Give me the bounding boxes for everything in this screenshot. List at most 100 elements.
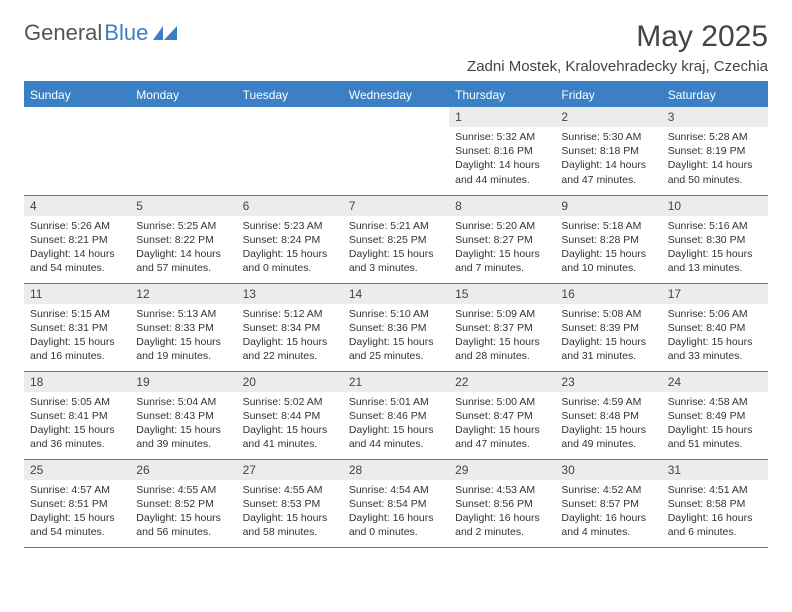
header: GeneralBlue May 2025 Zadni Mostek, Kralo… bbox=[24, 20, 768, 75]
daylight-line: Daylight: 15 hours and 56 minutes. bbox=[136, 511, 230, 539]
daylight-line: Daylight: 16 hours and 6 minutes. bbox=[668, 511, 762, 539]
calendar-day-cell: 22Sunrise: 5:00 AMSunset: 8:47 PMDayligh… bbox=[449, 371, 555, 459]
day-number: 17 bbox=[662, 284, 768, 304]
daylight-line: Daylight: 14 hours and 47 minutes. bbox=[561, 158, 655, 186]
day-details: Sunrise: 4:55 AMSunset: 8:52 PMDaylight:… bbox=[130, 480, 236, 544]
calendar-day-cell: 3Sunrise: 5:28 AMSunset: 8:19 PMDaylight… bbox=[662, 107, 768, 195]
sunrise-line: Sunrise: 5:32 AM bbox=[455, 130, 549, 144]
day-details: Sunrise: 5:16 AMSunset: 8:30 PMDaylight:… bbox=[662, 216, 768, 280]
day-details: Sunrise: 4:54 AMSunset: 8:54 PMDaylight:… bbox=[343, 480, 449, 544]
day-details: Sunrise: 5:15 AMSunset: 8:31 PMDaylight:… bbox=[24, 304, 130, 368]
sunrise-line: Sunrise: 5:15 AM bbox=[30, 307, 124, 321]
calendar-day-cell: 4Sunrise: 5:26 AMSunset: 8:21 PMDaylight… bbox=[24, 195, 130, 283]
sunset-line: Sunset: 8:41 PM bbox=[30, 409, 124, 423]
day-details: Sunrise: 5:28 AMSunset: 8:19 PMDaylight:… bbox=[662, 127, 768, 191]
calendar-day-cell: 2Sunrise: 5:30 AMSunset: 8:18 PMDaylight… bbox=[555, 107, 661, 195]
calendar-day-cell: 16Sunrise: 5:08 AMSunset: 8:39 PMDayligh… bbox=[555, 283, 661, 371]
day-details: Sunrise: 4:55 AMSunset: 8:53 PMDaylight:… bbox=[237, 480, 343, 544]
weekday-header-row: Sunday Monday Tuesday Wednesday Thursday… bbox=[24, 83, 768, 107]
sunrise-line: Sunrise: 4:53 AM bbox=[455, 483, 549, 497]
day-details: Sunrise: 5:00 AMSunset: 8:47 PMDaylight:… bbox=[449, 392, 555, 456]
day-details: Sunrise: 5:01 AMSunset: 8:46 PMDaylight:… bbox=[343, 392, 449, 456]
sunset-line: Sunset: 8:16 PM bbox=[455, 144, 549, 158]
sunrise-line: Sunrise: 4:52 AM bbox=[561, 483, 655, 497]
calendar-day-cell: 5Sunrise: 5:25 AMSunset: 8:22 PMDaylight… bbox=[130, 195, 236, 283]
day-number: 30 bbox=[555, 460, 661, 480]
sunset-line: Sunset: 8:54 PM bbox=[349, 497, 443, 511]
sunrise-line: Sunrise: 5:23 AM bbox=[243, 219, 337, 233]
day-number: 12 bbox=[130, 284, 236, 304]
day-details: Sunrise: 5:25 AMSunset: 8:22 PMDaylight:… bbox=[130, 216, 236, 280]
calendar-day-cell: 25Sunrise: 4:57 AMSunset: 8:51 PMDayligh… bbox=[24, 459, 130, 547]
day-number: 18 bbox=[24, 372, 130, 392]
sunrise-line: Sunrise: 4:57 AM bbox=[30, 483, 124, 497]
day-details: Sunrise: 4:53 AMSunset: 8:56 PMDaylight:… bbox=[449, 480, 555, 544]
calendar-day-cell: 17Sunrise: 5:06 AMSunset: 8:40 PMDayligh… bbox=[662, 283, 768, 371]
day-details: Sunrise: 5:09 AMSunset: 8:37 PMDaylight:… bbox=[449, 304, 555, 368]
sunrise-line: Sunrise: 5:01 AM bbox=[349, 395, 443, 409]
daylight-line: Daylight: 14 hours and 50 minutes. bbox=[668, 158, 762, 186]
calendar-week-row: 11Sunrise: 5:15 AMSunset: 8:31 PMDayligh… bbox=[24, 283, 768, 371]
sunset-line: Sunset: 8:28 PM bbox=[561, 233, 655, 247]
calendar-week-row: 25Sunrise: 4:57 AMSunset: 8:51 PMDayligh… bbox=[24, 459, 768, 547]
logo-text-2: Blue bbox=[104, 20, 148, 46]
calendar-day-cell: 7Sunrise: 5:21 AMSunset: 8:25 PMDaylight… bbox=[343, 195, 449, 283]
sunset-line: Sunset: 8:27 PM bbox=[455, 233, 549, 247]
calendar-table: Sunday Monday Tuesday Wednesday Thursday… bbox=[24, 83, 768, 548]
title-block: May 2025 Zadni Mostek, Kralovehradecky k… bbox=[467, 20, 768, 75]
sunset-line: Sunset: 8:22 PM bbox=[136, 233, 230, 247]
sunrise-line: Sunrise: 5:08 AM bbox=[561, 307, 655, 321]
day-number: 16 bbox=[555, 284, 661, 304]
sunset-line: Sunset: 8:52 PM bbox=[136, 497, 230, 511]
daylight-line: Daylight: 15 hours and 41 minutes. bbox=[243, 423, 337, 451]
calendar-week-row: 4Sunrise: 5:26 AMSunset: 8:21 PMDaylight… bbox=[24, 195, 768, 283]
day-number: 28 bbox=[343, 460, 449, 480]
calendar-day-cell bbox=[24, 107, 130, 195]
calendar-day-cell: 12Sunrise: 5:13 AMSunset: 8:33 PMDayligh… bbox=[130, 283, 236, 371]
day-number: 14 bbox=[343, 284, 449, 304]
daylight-line: Daylight: 16 hours and 4 minutes. bbox=[561, 511, 655, 539]
sunrise-line: Sunrise: 5:26 AM bbox=[30, 219, 124, 233]
day-number: 15 bbox=[449, 284, 555, 304]
daylight-line: Daylight: 14 hours and 54 minutes. bbox=[30, 247, 124, 275]
daylight-line: Daylight: 15 hours and 58 minutes. bbox=[243, 511, 337, 539]
logo-icon bbox=[153, 24, 179, 42]
day-details: Sunrise: 4:52 AMSunset: 8:57 PMDaylight:… bbox=[555, 480, 661, 544]
calendar-day-cell: 20Sunrise: 5:02 AMSunset: 8:44 PMDayligh… bbox=[237, 371, 343, 459]
sunrise-line: Sunrise: 5:20 AM bbox=[455, 219, 549, 233]
day-details: Sunrise: 5:13 AMSunset: 8:33 PMDaylight:… bbox=[130, 304, 236, 368]
calendar-day-cell: 29Sunrise: 4:53 AMSunset: 8:56 PMDayligh… bbox=[449, 459, 555, 547]
day-number: 4 bbox=[24, 196, 130, 216]
sunset-line: Sunset: 8:39 PM bbox=[561, 321, 655, 335]
day-details: Sunrise: 5:05 AMSunset: 8:41 PMDaylight:… bbox=[24, 392, 130, 456]
calendar-day-cell: 11Sunrise: 5:15 AMSunset: 8:31 PMDayligh… bbox=[24, 283, 130, 371]
day-number: 22 bbox=[449, 372, 555, 392]
day-number: 31 bbox=[662, 460, 768, 480]
weekday-header: Monday bbox=[130, 83, 236, 107]
day-number: 13 bbox=[237, 284, 343, 304]
calendar-day-cell: 9Sunrise: 5:18 AMSunset: 8:28 PMDaylight… bbox=[555, 195, 661, 283]
daylight-line: Daylight: 15 hours and 10 minutes. bbox=[561, 247, 655, 275]
daylight-line: Daylight: 15 hours and 54 minutes. bbox=[30, 511, 124, 539]
day-number: 24 bbox=[662, 372, 768, 392]
weekday-header: Sunday bbox=[24, 83, 130, 107]
calendar-day-cell: 6Sunrise: 5:23 AMSunset: 8:24 PMDaylight… bbox=[237, 195, 343, 283]
day-number: 19 bbox=[130, 372, 236, 392]
day-number: 20 bbox=[237, 372, 343, 392]
day-details: Sunrise: 4:57 AMSunset: 8:51 PMDaylight:… bbox=[24, 480, 130, 544]
daylight-line: Daylight: 15 hours and 47 minutes. bbox=[455, 423, 549, 451]
sunset-line: Sunset: 8:18 PM bbox=[561, 144, 655, 158]
daylight-line: Daylight: 14 hours and 44 minutes. bbox=[455, 158, 549, 186]
calendar-day-cell: 30Sunrise: 4:52 AMSunset: 8:57 PMDayligh… bbox=[555, 459, 661, 547]
sunrise-line: Sunrise: 5:18 AM bbox=[561, 219, 655, 233]
weekday-header: Friday bbox=[555, 83, 661, 107]
sunrise-line: Sunrise: 5:12 AM bbox=[243, 307, 337, 321]
day-details: Sunrise: 5:23 AMSunset: 8:24 PMDaylight:… bbox=[237, 216, 343, 280]
day-number: 1 bbox=[449, 107, 555, 127]
sunset-line: Sunset: 8:53 PM bbox=[243, 497, 337, 511]
calendar-day-cell: 26Sunrise: 4:55 AMSunset: 8:52 PMDayligh… bbox=[130, 459, 236, 547]
day-details: Sunrise: 5:02 AMSunset: 8:44 PMDaylight:… bbox=[237, 392, 343, 456]
sunset-line: Sunset: 8:58 PM bbox=[668, 497, 762, 511]
daylight-line: Daylight: 15 hours and 13 minutes. bbox=[668, 247, 762, 275]
day-number: 21 bbox=[343, 372, 449, 392]
